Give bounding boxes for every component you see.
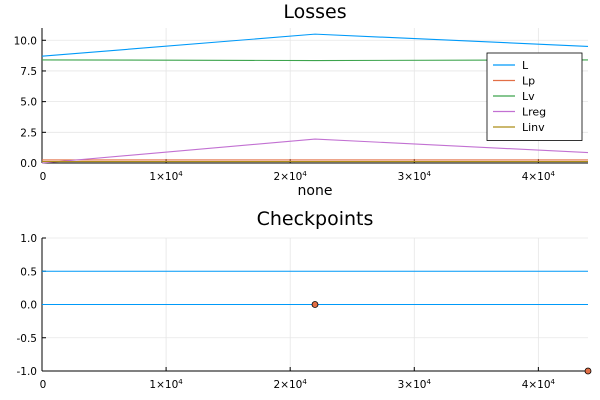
x-tick-label: 0	[40, 171, 47, 183]
legend-label: Linv	[522, 121, 545, 134]
x-tick-label: 3×104	[398, 170, 432, 183]
chart-title: Checkpoints	[257, 208, 374, 230]
y-tick-label: 2.5	[20, 127, 37, 139]
legend-label: Lv	[522, 90, 535, 103]
y-tick-label: -1.0	[17, 366, 38, 378]
legend: L Lp Lv Lreg Linv	[486, 52, 583, 141]
x-tick-label: 1×104	[149, 378, 183, 391]
legend-label: L	[522, 59, 529, 72]
x-tick-label: 4×104	[522, 170, 556, 183]
chart-title: Losses	[283, 1, 346, 23]
x-tick-label: 3×104	[398, 378, 432, 391]
x-tick-label: 2×104	[274, 378, 308, 391]
y-tick-label: 7.5	[20, 66, 37, 78]
y-tick-label: 5.0	[20, 97, 37, 109]
checkpoints-plot: 0 1×104 2×104 3×104 4×104 -1.0 -0.5 0.0 0.5 1.0 Ch…	[17, 208, 592, 391]
y-tick-label: 0.0	[20, 300, 37, 312]
series-line-l	[41, 33, 589, 57]
x-tick-label: 2×104	[274, 170, 308, 183]
y-tick-label: 0.0	[20, 158, 37, 170]
y-tick-label: 1.0	[20, 233, 37, 245]
x-tick-label: 4×104	[522, 378, 556, 391]
series-line-lreg	[41, 138, 589, 164]
checkpoint-point	[584, 367, 592, 375]
x-tick-label: 0	[40, 379, 47, 391]
x-axis-label: none	[298, 183, 333, 199]
checkpoint-point	[311, 301, 319, 308]
y-tick-label: 0.5	[20, 266, 37, 278]
y-tick-label: -0.5	[17, 333, 38, 345]
y-tick-label: 10.0	[14, 35, 37, 47]
legend-label: Lreg	[522, 106, 546, 119]
legend-label: Lp	[522, 75, 535, 88]
legend-box	[486, 52, 583, 141]
losses-plot: 0 1×104 2×104 3×104 4×104 0.0 2.5 5.0 7.5 10.0 Los…	[14, 1, 589, 199]
x-tick-label: 1×104	[149, 170, 183, 183]
